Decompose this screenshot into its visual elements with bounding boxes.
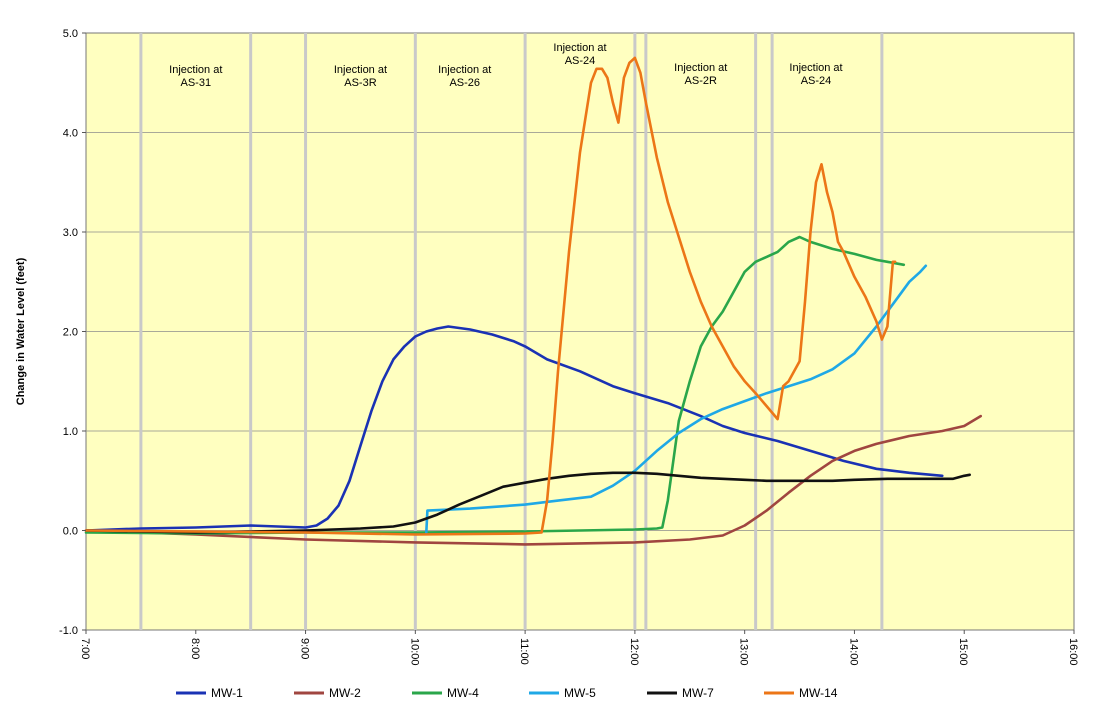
legend-label: MW-1 [211, 686, 243, 700]
y-tick-label: 5.0 [63, 28, 78, 40]
annotation-line2: AS-3R [344, 77, 376, 89]
annotation-line1: Injection at [553, 42, 606, 54]
annotation-line2: AS-26 [449, 77, 480, 89]
annotation: Injection at AS-24 [789, 62, 842, 87]
annotation: Injection at AS-26 [438, 64, 491, 89]
legend-label: MW-7 [682, 686, 714, 700]
legend-item-mw-7: MW-7 [647, 686, 714, 700]
annotation: Injection at AS-24 [553, 42, 606, 67]
axes: -1.0 0.0 1.0 2.0 3.0 4.0 5.0 7:00 8:00 9:00 10:00 1… [59, 28, 1079, 666]
annotation-line1: Injection at [334, 64, 387, 76]
legend: MW-1 MW-2 MW-4 MW-5 MW-7 MW-14 [176, 686, 838, 700]
x-tick-label: 13:00 [738, 638, 750, 666]
legend-label: MW-4 [447, 686, 479, 700]
x-tick-label: 9:00 [299, 638, 311, 659]
annotation-line1: Injection at [169, 64, 222, 76]
annotation-line2: AS-24 [801, 75, 832, 87]
annotation: Injection at AS-3R [334, 64, 387, 89]
x-tick-label: 8:00 [189, 638, 201, 659]
y-tick-label: 1.0 [63, 426, 78, 438]
series-line-mw-2 [84, 414, 983, 546]
series-line-mw-14 [84, 56, 897, 536]
annotation-line1: Injection at [789, 62, 842, 74]
annotation-line1: Injection at [438, 64, 491, 76]
legend-item-mw-14: MW-14 [764, 686, 838, 700]
legend-item-mw-4: MW-4 [412, 686, 479, 700]
y-tick-label: 0.0 [63, 526, 78, 538]
series-line-mw-1 [84, 325, 944, 532]
annotation: Injection at AS-31 [169, 64, 222, 89]
y-tick-label: 3.0 [63, 227, 78, 239]
legend-item-mw-5: MW-5 [529, 686, 596, 700]
y-axis-label: Change in Water Level (feet) [15, 257, 27, 405]
legend-item-mw-2: MW-2 [294, 686, 361, 700]
annotation-line2: AS-24 [565, 55, 596, 67]
x-tick-label: 15:00 [957, 638, 969, 666]
y-tick-label: -1.0 [59, 625, 78, 637]
x-tick-label: 11:00 [518, 638, 530, 665]
legend-label: MW-14 [799, 686, 838, 700]
x-tick-label: 7:00 [79, 638, 91, 659]
legend-label: MW-5 [564, 686, 596, 700]
data-series [84, 56, 983, 546]
x-tick-label: 16:00 [1067, 638, 1079, 666]
annotation-line2: AS-2R [685, 75, 717, 87]
y-tick-label: 4.0 [63, 128, 78, 140]
series-line-mw-7 [84, 471, 972, 534]
y-tick-label: 2.0 [63, 327, 78, 339]
x-tick-label: 14:00 [847, 638, 859, 666]
annotation: Injection at AS-2R [674, 62, 727, 87]
legend-label: MW-2 [329, 686, 361, 700]
legend-item-mw-1: MW-1 [176, 686, 243, 700]
x-tick-label: 10:00 [408, 638, 420, 666]
annotation-line1: Injection at [674, 62, 727, 74]
x-tick-label: 12:00 [628, 638, 640, 666]
annotation-line2: AS-31 [180, 77, 211, 89]
